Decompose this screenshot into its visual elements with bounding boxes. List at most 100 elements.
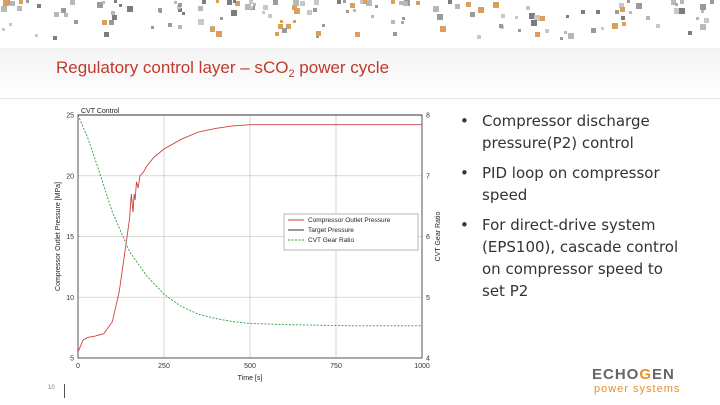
header-dot <box>174 1 177 4</box>
header-dot <box>346 10 349 13</box>
header-dot <box>371 15 374 18</box>
header-dot <box>35 34 38 37</box>
header-dot <box>109 20 114 25</box>
header-dot <box>403 1 408 6</box>
header-dot <box>402 17 405 20</box>
header-dot <box>293 20 296 23</box>
header-dot <box>696 17 699 20</box>
header-dot <box>2 28 5 31</box>
header-dot <box>393 32 397 36</box>
header-dot <box>54 12 59 17</box>
x-tick-label: 0 <box>76 363 80 370</box>
header-dot <box>493 2 499 8</box>
x-axis-label: Time [s] <box>238 375 263 382</box>
header-dot <box>314 0 319 5</box>
header-dot <box>168 23 172 27</box>
header-dot <box>313 8 317 12</box>
header-dot <box>629 11 632 14</box>
header-dot <box>307 10 312 15</box>
y2-tick-label: 5 <box>426 295 430 302</box>
header-dot <box>111 11 115 15</box>
header-dot <box>674 8 680 14</box>
header-dot <box>322 24 325 27</box>
header-dot <box>671 0 676 5</box>
header-dot <box>526 6 530 10</box>
header-dot <box>545 29 549 33</box>
header-dot <box>679 8 685 14</box>
header-dot <box>178 25 182 29</box>
header-dot <box>675 3 678 6</box>
header-dot <box>540 16 545 21</box>
header-dot <box>343 0 346 3</box>
header-dot <box>151 26 154 29</box>
header-dot <box>3 0 9 6</box>
header-dot <box>591 28 596 33</box>
header-dot <box>353 9 356 12</box>
header-dot <box>292 5 297 10</box>
legend-entry: Compressor Outlet Pressure <box>308 217 391 224</box>
header-dot <box>216 0 219 3</box>
header-dot <box>316 31 321 36</box>
bullet-item: For direct-drive system (EPS100), cascad… <box>458 214 688 302</box>
header-dot <box>61 8 66 13</box>
y-tick-label: 20 <box>66 173 74 180</box>
header-dot <box>9 23 12 26</box>
header-dot <box>391 0 395 4</box>
header-dot <box>119 4 122 7</box>
header-dot <box>619 3 624 8</box>
header-dot <box>273 0 278 5</box>
header-dot <box>216 31 222 37</box>
header-dot <box>680 0 684 4</box>
page-number: 10 <box>48 385 55 391</box>
header-dot <box>401 21 404 24</box>
header-dot <box>275 32 279 36</box>
header-dot <box>158 8 162 12</box>
header-dot <box>448 0 452 4</box>
header-dot <box>636 3 642 9</box>
header-dot <box>316 35 319 38</box>
header-dot <box>399 1 403 5</box>
header-dot <box>710 0 714 4</box>
header-dot <box>278 24 283 29</box>
header-dot <box>627 0 630 3</box>
header-dot <box>74 20 78 24</box>
header-dot <box>518 29 521 32</box>
series-line <box>77 114 422 327</box>
company-logo: ECHOGEN power systems <box>592 366 682 400</box>
header-dot <box>375 5 378 8</box>
header-dot <box>656 24 660 28</box>
header-dot <box>391 20 395 24</box>
header-dot <box>37 4 41 8</box>
header-dot <box>19 0 23 4</box>
x-tick-label: 750 <box>330 363 342 370</box>
header-dot <box>102 1 105 4</box>
header-dot <box>210 27 215 32</box>
header-dot <box>437 14 443 20</box>
legend-entry: CVT Gear Ratio <box>308 237 355 244</box>
header-dot <box>470 12 475 17</box>
title-subscript: 2 <box>288 68 295 80</box>
header-dot <box>501 14 505 18</box>
header-dot <box>70 0 75 5</box>
header-dot <box>198 19 204 25</box>
header-dot <box>499 24 503 28</box>
header-dot <box>350 3 355 8</box>
header-dot <box>534 15 540 21</box>
header-dot <box>688 31 692 35</box>
header-dot <box>104 32 109 37</box>
header-dot <box>1 6 7 12</box>
header-dot <box>360 0 364 4</box>
header-dot <box>64 13 68 17</box>
x-tick-label: 250 <box>158 363 170 370</box>
y2-tick-label: 7 <box>426 173 430 180</box>
series-line <box>77 124 422 353</box>
header-dot <box>620 7 625 12</box>
y-axis-label: Compressor Outlet Pressure [MPa] <box>55 182 62 291</box>
header-dot <box>700 4 706 10</box>
header-dot <box>355 32 360 37</box>
title-band <box>0 48 720 99</box>
header-dot <box>433 6 439 12</box>
x-tick-label: 500 <box>244 363 256 370</box>
y-tick-label: 15 <box>66 234 74 241</box>
header-dot <box>531 20 537 26</box>
